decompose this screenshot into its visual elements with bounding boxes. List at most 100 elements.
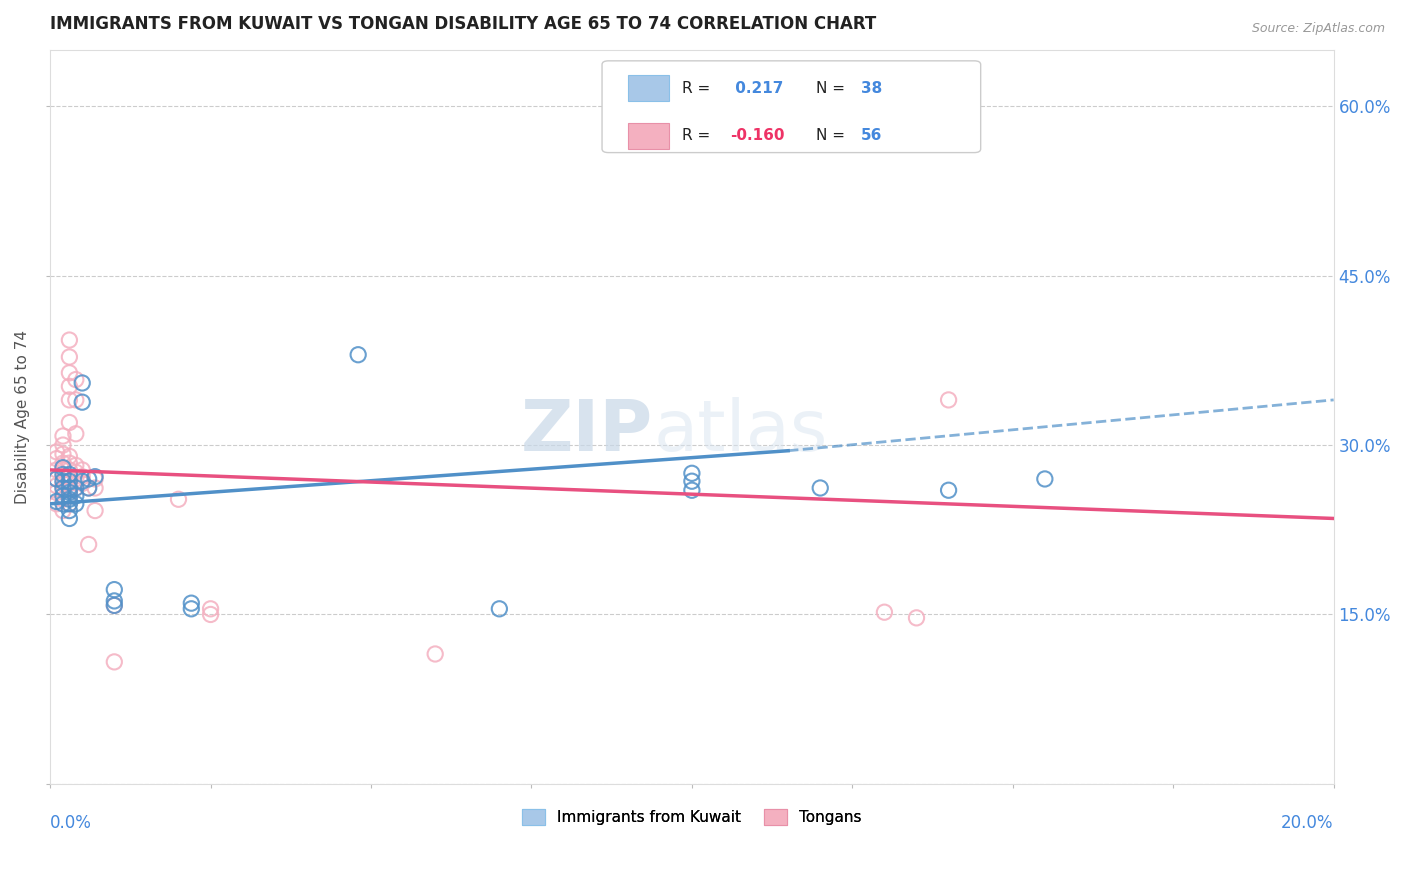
Text: ZIP: ZIP (522, 397, 654, 466)
Point (77, 472, 100, 486)
Y-axis label: Disability Age 65 to 74: Disability Age 65 to 74 (15, 330, 30, 504)
Point (103, 594, 125, 608)
Text: 56: 56 (862, 128, 883, 144)
Text: 20.0%: 20.0% (1281, 814, 1334, 832)
Point (103, 599, 125, 613)
Text: N =: N = (817, 80, 851, 95)
Point (52, 476, 75, 491)
Point (58, 463, 80, 477)
Text: 0.217: 0.217 (730, 80, 783, 95)
Point (52, 483, 75, 498)
Point (58, 497, 80, 511)
Point (103, 582, 125, 597)
Point (84, 481, 107, 495)
Point (52, 469, 75, 483)
Text: atlas: atlas (654, 397, 828, 466)
Point (52, 497, 75, 511)
Point (45, 451, 67, 466)
Text: -0.160: -0.160 (730, 128, 785, 144)
Point (45, 479, 67, 493)
Point (52, 503, 75, 517)
Point (65, 481, 87, 495)
Point (905, 611, 928, 625)
Point (103, 655, 125, 669)
Point (58, 511, 80, 525)
Point (70, 476, 93, 491)
Text: Source: ZipAtlas.com: Source: ZipAtlas.com (1251, 22, 1385, 36)
Point (58, 333, 80, 347)
Point (58, 350, 80, 364)
Point (52, 492, 75, 507)
Point (681, 483, 703, 498)
Point (58, 366, 80, 380)
Point (808, 481, 831, 495)
Bar (627, 75, 669, 101)
Point (58, 492, 80, 507)
Point (58, 450, 80, 464)
Point (52, 463, 75, 477)
Point (65, 489, 87, 503)
Point (180, 602, 202, 616)
Point (45, 472, 67, 486)
Text: 38: 38 (862, 80, 883, 95)
Point (58, 483, 80, 498)
Point (200, 607, 222, 622)
Point (52, 489, 75, 503)
Point (70, 474, 93, 488)
Point (70, 395, 93, 409)
Point (681, 467, 703, 481)
Point (65, 458, 87, 473)
Point (52, 438, 75, 452)
Point (347, 348, 370, 362)
Point (58, 379, 80, 393)
Point (45, 463, 67, 477)
Point (1033, 472, 1056, 486)
Point (58, 469, 80, 483)
Point (58, 416, 80, 430)
Legend: Immigrants from Kuwait, Tongans: Immigrants from Kuwait, Tongans (516, 803, 868, 831)
Text: R =: R = (682, 80, 714, 95)
Point (58, 456, 80, 470)
Point (58, 392, 80, 407)
Text: IMMIGRANTS FROM KUWAIT VS TONGAN DISABILITY AGE 65 TO 74 CORRELATION CHART: IMMIGRANTS FROM KUWAIT VS TONGAN DISABIL… (51, 15, 876, 33)
Point (488, 602, 510, 616)
Point (52, 467, 75, 482)
Point (103, 599, 125, 613)
Point (52, 481, 75, 495)
Point (52, 474, 75, 488)
Point (938, 392, 960, 407)
Point (58, 474, 80, 488)
Point (52, 429, 75, 443)
Point (58, 503, 80, 517)
Point (58, 497, 80, 511)
Point (65, 465, 87, 479)
Point (84, 503, 107, 517)
Point (65, 392, 87, 407)
Point (77, 537, 100, 551)
Point (938, 483, 960, 498)
Point (65, 497, 87, 511)
Point (681, 474, 703, 488)
Point (45, 485, 67, 500)
Point (45, 445, 67, 459)
Point (52, 447, 75, 461)
Point (45, 497, 67, 511)
Point (77, 481, 100, 495)
Point (58, 467, 80, 482)
Point (65, 472, 87, 486)
Point (52, 456, 75, 470)
Point (58, 481, 80, 495)
Point (58, 476, 80, 491)
Point (180, 596, 202, 610)
Point (84, 469, 107, 483)
Point (52, 460, 75, 475)
Point (70, 469, 93, 483)
Bar (627, 122, 669, 149)
Point (45, 472, 67, 486)
Point (65, 426, 87, 441)
Point (65, 373, 87, 387)
Point (873, 605, 896, 619)
Point (425, 647, 447, 661)
Point (70, 376, 93, 390)
FancyBboxPatch shape (602, 61, 980, 153)
